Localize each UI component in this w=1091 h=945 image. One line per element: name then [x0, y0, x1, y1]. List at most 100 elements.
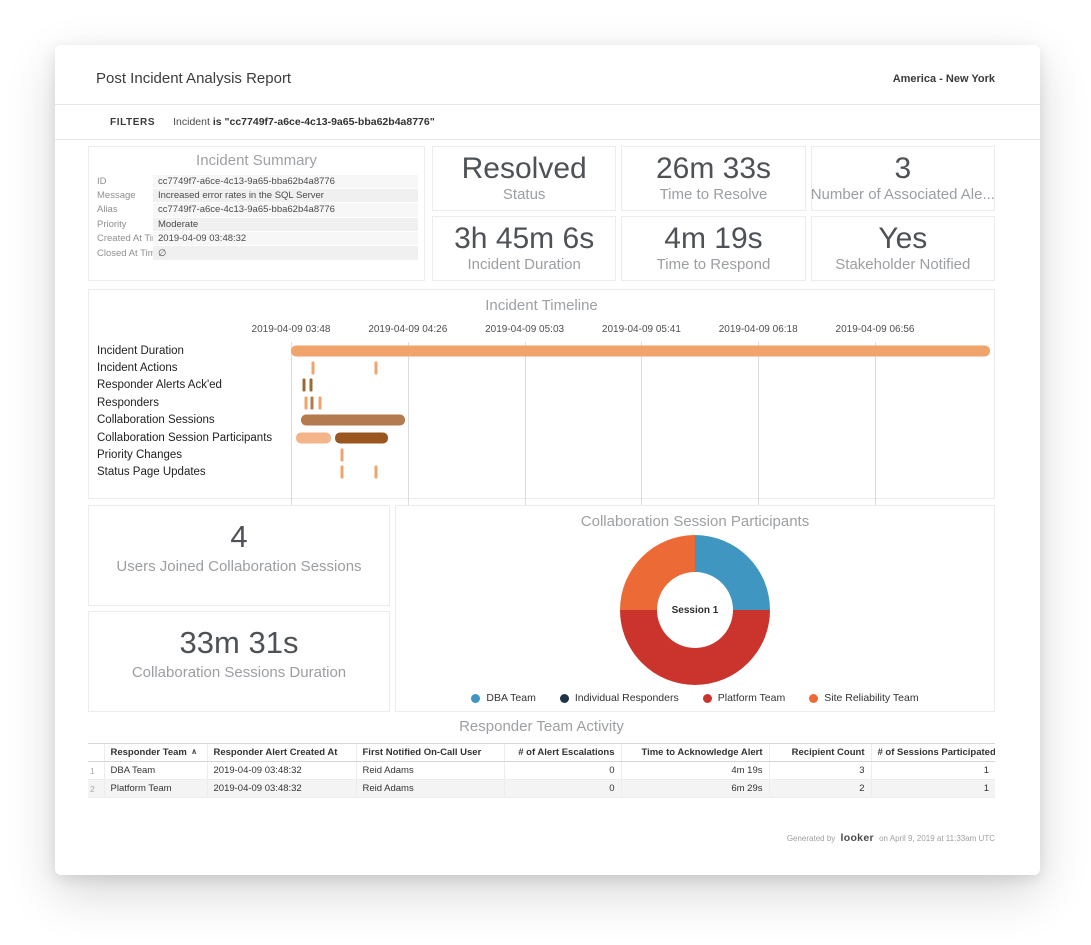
summary-row: Closed At Time ∅ — [89, 246, 424, 260]
kpi-tile: Yes Stakeholder Notified — [810, 216, 995, 281]
summary-row: Message Increased error rates in the SQL … — [89, 188, 424, 203]
summary-row: Created At Time 2019-04-09 03:48:32 — [89, 232, 424, 246]
timeline-axis-labels: 2019-04-09 03:48 2019-04-09 04:26 2019-04-… — [252, 324, 994, 338]
participants-tile: Collaboration Session Participants Sessi… — [395, 505, 995, 712]
summary-row-value: 2019-04-09 03:48:32 — [153, 232, 418, 246]
timeline-event-tick[interactable] — [340, 465, 344, 479]
stat-label: Collaboration Sessions Duration — [131, 664, 347, 681]
stat-tile: 4 Users Joined Collaboration Sessions — [88, 505, 390, 606]
legend-item[interactable]: DBA Team — [471, 692, 536, 704]
timeline-event-tick[interactable] — [340, 448, 344, 462]
table-header-row: Responder Team ∧ Responder Alert Created A… — [88, 743, 995, 762]
timeline-gridline — [758, 342, 760, 506]
timeline-plot-area: Incident Duration Incident Actions Respond… — [89, 342, 994, 506]
timeline-row-label: Incident Actions — [97, 362, 178, 375]
summary-row-label: Created At Time — [97, 233, 166, 245]
responder-activity-title: Responder Team Activity — [459, 718, 624, 735]
legend-label: DBA Team — [486, 692, 536, 704]
summary-row-label: ID — [97, 175, 107, 187]
donut-hole: Session 1 — [657, 572, 733, 648]
table-column-header[interactable]: Responder Team ∧ — [103, 743, 207, 762]
timeline-axis-label: 2019-04-09 05:03 — [485, 324, 565, 335]
table-cell: 6m 29s — [620, 779, 769, 798]
filter-chip[interactable]: Incident is "cc7749f7-a6ce-4c13-9a65-bba… — [173, 116, 435, 128]
legend-dot — [559, 693, 569, 703]
timeline-track — [291, 446, 994, 463]
looker-logo: looker — [840, 832, 874, 844]
stat-value: 4 — [230, 519, 248, 554]
timeline-event-tick[interactable] — [309, 378, 313, 392]
timeline-event-tick[interactable] — [302, 378, 306, 392]
table-column-header[interactable]: Recipient Count — [768, 743, 871, 762]
summary-row-label: Message — [97, 190, 136, 202]
table-column-header[interactable]: Responder Alert Created At — [206, 743, 356, 762]
filters-section-label: FILTERS — [110, 116, 156, 128]
kpi-tile: 3 Number of Associated Ale... — [810, 146, 995, 211]
kpi-value: 3h 45m 6s — [454, 222, 595, 255]
table-cell: DBA Team — [103, 761, 207, 780]
table-cell: 1 — [870, 779, 995, 798]
timeline-event-tick[interactable] — [318, 396, 322, 410]
legend-dot — [809, 693, 819, 703]
dashboard-header: Post Incident Analysis Report America - … — [55, 45, 1040, 105]
middle-row: 4 Users Joined Collaboration Sessions 33m … — [88, 505, 995, 712]
participants-donut[interactable]: Session 1 — [620, 535, 770, 685]
table-column-header[interactable]: # of Sessions Participated — [870, 743, 995, 762]
kpi-tile: Resolved Status — [432, 146, 617, 211]
timeline-bar[interactable] — [291, 345, 991, 357]
timeline-event-tick[interactable] — [304, 396, 308, 410]
timeline-gridlines — [291, 342, 994, 506]
table-cell: Reid Adams — [355, 761, 504, 780]
dashboard-body: Incident Summary ID cc7749f7-a6ce-4c13-9a… — [55, 140, 1040, 844]
kpi-tile: 4m 19s Time to Respond — [621, 216, 806, 281]
kpi-tile: 3h 45m 6s Incident Duration — [432, 216, 617, 281]
kpi-value: 4m 19s — [664, 222, 763, 255]
timeline-bar[interactable] — [300, 414, 405, 426]
table-column-header[interactable]: Time to Acknowledge Alert — [620, 743, 769, 762]
table-column-header[interactable]: First Notified On-Call User — [355, 743, 504, 762]
legend-item[interactable]: Platform Team — [702, 692, 785, 704]
timeline-row-label: Incident Duration — [97, 344, 184, 357]
stat-value: 33m 31s — [179, 625, 299, 660]
summary-row: ID cc7749f7-a6ce-4c13-9a65-bba62b4a8776 — [89, 174, 424, 188]
kpi-tile: 26m 33s Time to Resolve — [621, 146, 806, 211]
timeline-row-label: Collaboration Session Participants — [97, 431, 273, 444]
summary-row-label: Priority — [97, 218, 127, 230]
timeline-event-tick[interactable] — [311, 361, 315, 375]
timeline-track — [291, 394, 994, 411]
footer-suffix: on April 9, 2019 at 11:33am UTC — [879, 834, 995, 843]
kpi-label: Incident Duration — [467, 256, 581, 273]
timeline-event-tick[interactable] — [310, 396, 314, 410]
table-cell: 4m 19s — [620, 761, 769, 780]
legend-item[interactable]: Individual Responders — [559, 692, 679, 704]
timeline-bar[interactable] — [295, 432, 332, 444]
kpi-label: Stakeholder Notified — [835, 256, 971, 273]
donut-legend: DBA Team Individual Responders Platform Te… — [396, 692, 994, 704]
timeline-gridline — [641, 342, 643, 506]
timeline-row: Incident Duration — [89, 342, 994, 359]
summary-row-value: cc7749f7-a6ce-4c13-9a65-bba62b4a8776 — [153, 174, 418, 188]
kpi-value: 26m 33s — [655, 152, 772, 185]
kpi-value: Resolved — [461, 152, 587, 185]
timeline-bar[interactable] — [335, 432, 388, 444]
timeline-rows: Incident Duration Incident Actions Respond… — [89, 342, 994, 481]
timeline-row: Priority Changes — [89, 446, 994, 463]
responder-activity-tile: Responder Team Activity Responder Team ∧ R… — [88, 718, 995, 798]
legend-item[interactable]: Site Reliability Team — [809, 692, 919, 704]
timeline-axis-label: 2019-04-09 03:48 — [251, 324, 331, 335]
kpi-label: Number of Associated Ale... — [810, 186, 995, 203]
incident-timeline-tile: Incident Timeline 2019-04-09 03:48 2019-0… — [88, 289, 995, 506]
stat-tile: 33m 31s Collaboration Sessions Duration — [88, 611, 390, 712]
table-column-header[interactable]: # of Alert Escalations — [503, 743, 621, 762]
timeline-event-tick[interactable] — [374, 361, 378, 375]
timeline-track — [291, 342, 994, 359]
table-cell: Reid Adams — [355, 779, 504, 798]
summary-row-value: Moderate — [153, 217, 418, 232]
incident-summary-tile: Incident Summary ID cc7749f7-a6ce-4c13-9a… — [88, 146, 425, 281]
timeline-track — [291, 464, 994, 481]
timezone-label: America - New York — [892, 72, 995, 85]
timeline-event-tick[interactable] — [374, 465, 378, 479]
table-row: 2 Platform Team 2019-04-09 03:48:32 Reid Ad… — [88, 779, 995, 798]
legend-dot — [702, 693, 712, 703]
